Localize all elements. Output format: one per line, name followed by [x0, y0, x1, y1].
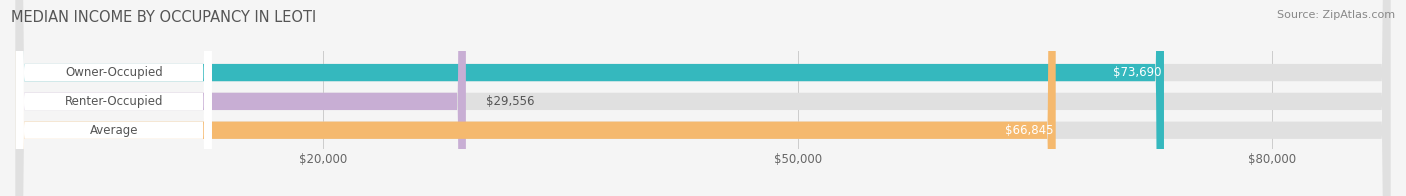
- FancyBboxPatch shape: [15, 0, 1391, 196]
- Text: MEDIAN INCOME BY OCCUPANCY IN LEOTI: MEDIAN INCOME BY OCCUPANCY IN LEOTI: [11, 10, 316, 25]
- Text: Source: ZipAtlas.com: Source: ZipAtlas.com: [1277, 10, 1395, 20]
- Text: Renter-Occupied: Renter-Occupied: [65, 95, 163, 108]
- FancyBboxPatch shape: [15, 0, 212, 196]
- Text: Average: Average: [90, 124, 138, 137]
- Text: $66,845: $66,845: [1005, 124, 1053, 137]
- FancyBboxPatch shape: [15, 0, 1391, 196]
- FancyBboxPatch shape: [15, 0, 1391, 196]
- FancyBboxPatch shape: [15, 0, 212, 196]
- FancyBboxPatch shape: [15, 0, 1056, 196]
- Text: $29,556: $29,556: [485, 95, 534, 108]
- FancyBboxPatch shape: [15, 0, 465, 196]
- Text: Owner-Occupied: Owner-Occupied: [65, 66, 163, 79]
- FancyBboxPatch shape: [15, 0, 212, 196]
- Text: $73,690: $73,690: [1114, 66, 1161, 79]
- FancyBboxPatch shape: [15, 0, 1164, 196]
